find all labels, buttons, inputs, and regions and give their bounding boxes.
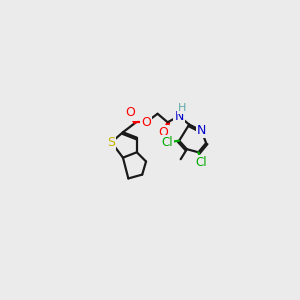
Text: O: O — [141, 116, 151, 129]
Text: N: N — [175, 110, 184, 123]
Text: Cl: Cl — [161, 136, 173, 149]
Text: O: O — [126, 106, 136, 119]
Text: S: S — [107, 136, 116, 149]
Text: O: O — [158, 126, 168, 139]
Text: N: N — [197, 124, 206, 137]
Text: Cl: Cl — [196, 156, 207, 169]
Text: H: H — [178, 103, 186, 113]
